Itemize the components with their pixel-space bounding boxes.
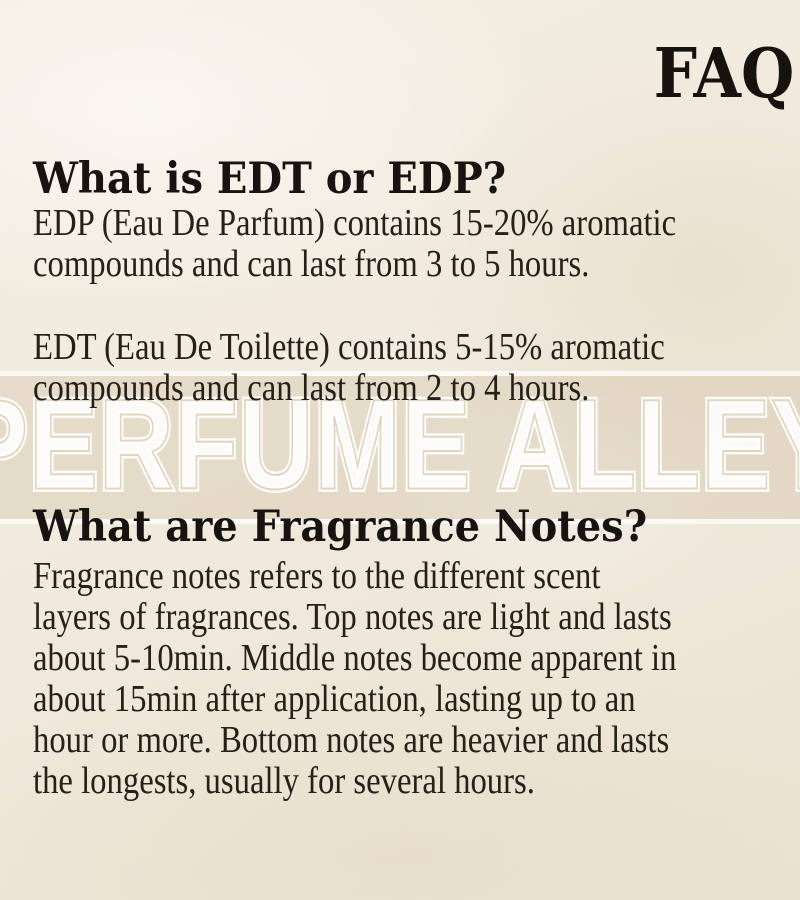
paragraph-line: compounds and can last from 3 to 5 hours… xyxy=(33,243,590,285)
paragraph-line: layers of fragrances. Top notes are ligh… xyxy=(33,596,672,638)
paragraph-line: compounds and can last from 2 to 4 hours… xyxy=(33,367,590,409)
watermark-text-inline: PERFUME ALLEY xyxy=(0,372,800,516)
paragraph-line: about 5-10min. Middle notes become appar… xyxy=(33,637,677,679)
paragraph-line: hour or more. Bottom notes are heavier a… xyxy=(33,719,670,761)
paragraph-edp: EDP (Eau De Parfum) contains 15-20% arom… xyxy=(33,203,676,285)
page-title: FAQ xyxy=(653,34,794,114)
paragraph-fragrance-notes: Fragrance notes refers to the different … xyxy=(33,556,676,802)
section-heading-edt-edp: What is EDT or EDP? xyxy=(33,154,507,204)
watermark-band: PERFUME ALLEY PERFUME ALLEY xyxy=(0,371,800,524)
paragraph-line: EDT (Eau De Toilette) contains 5-15% aro… xyxy=(33,326,665,368)
paragraph-edt: EDT (Eau De Toilette) contains 5-15% aro… xyxy=(33,327,665,409)
paragraph-line: Fragrance notes refers to the different … xyxy=(33,555,601,597)
section-heading-fragrance-notes: What are Fragrance Notes? xyxy=(33,502,648,552)
paragraph-line: the longests, usually for several hours. xyxy=(33,760,535,802)
paragraph-line: about 15min after application, lasting u… xyxy=(33,678,636,720)
paragraph-line: EDP (Eau De Parfum) contains 15-20% arom… xyxy=(33,202,677,244)
watermark-text: PERFUME ALLEY xyxy=(0,372,800,516)
